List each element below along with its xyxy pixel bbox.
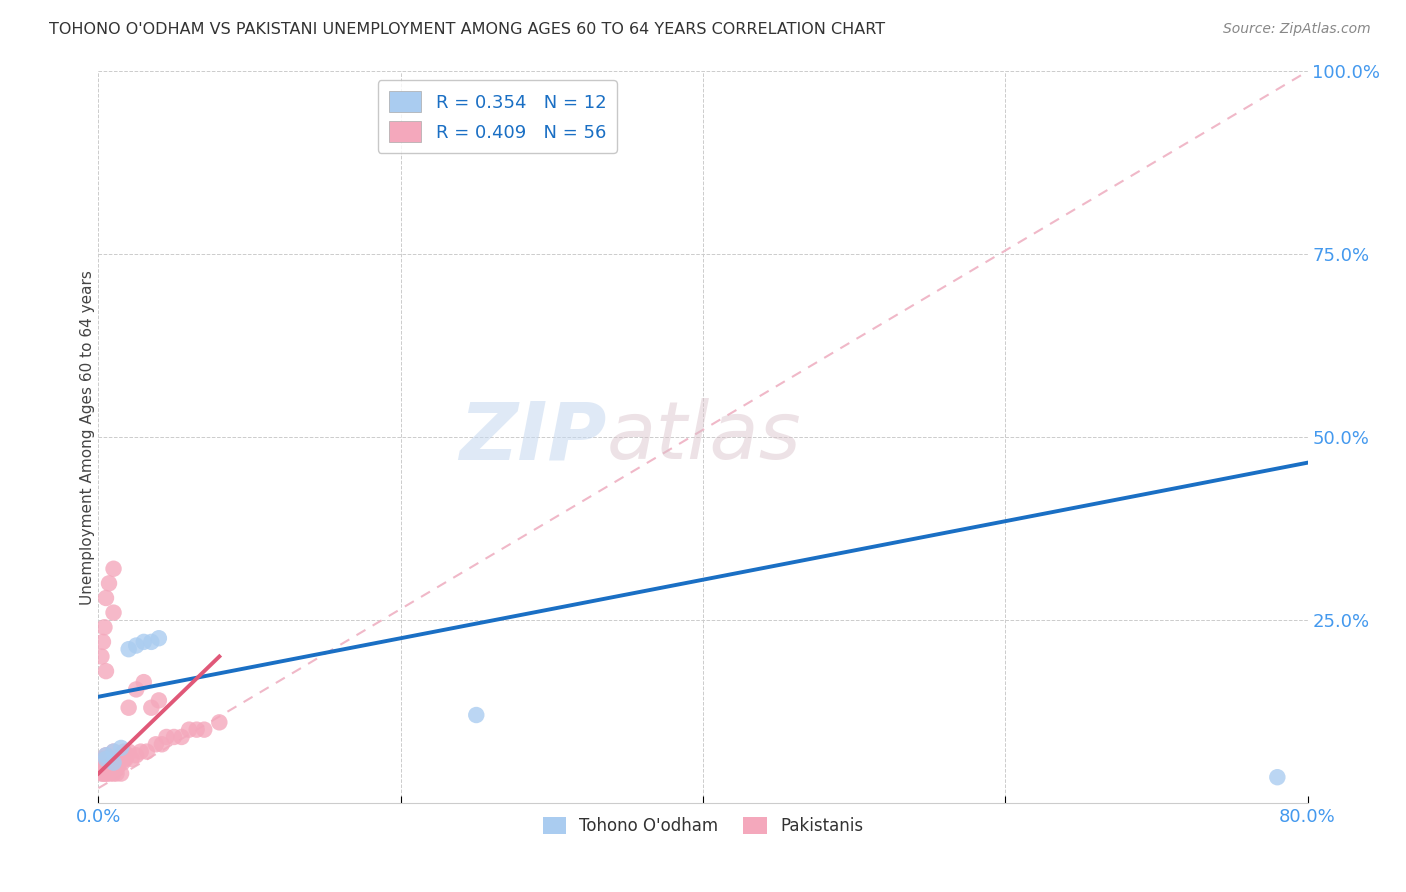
Point xyxy=(91,766,114,780)
Point xyxy=(125,682,148,697)
Point xyxy=(121,752,143,766)
Point xyxy=(93,759,115,773)
Point xyxy=(125,639,148,653)
Point xyxy=(132,675,155,690)
Point xyxy=(107,759,129,773)
Point xyxy=(1267,770,1289,784)
Point xyxy=(110,740,132,755)
Point xyxy=(110,748,132,763)
Point xyxy=(90,759,112,773)
Point xyxy=(94,748,117,763)
Text: Source: ZipAtlas.com: Source: ZipAtlas.com xyxy=(1223,22,1371,37)
Point xyxy=(108,752,131,766)
Point xyxy=(93,620,115,634)
Point xyxy=(148,632,170,646)
Y-axis label: Unemployment Among Ages 60 to 64 years: Unemployment Among Ages 60 to 64 years xyxy=(80,269,94,605)
Point xyxy=(163,730,186,744)
Point xyxy=(115,748,138,763)
Point xyxy=(145,737,167,751)
Point xyxy=(111,756,134,770)
Point xyxy=(94,591,117,605)
Point xyxy=(155,730,177,744)
Point xyxy=(103,766,125,780)
Point xyxy=(90,649,112,664)
Point xyxy=(100,766,122,780)
Point xyxy=(103,745,125,759)
Point xyxy=(118,700,141,714)
Point xyxy=(112,745,135,759)
Point xyxy=(186,723,208,737)
Point xyxy=(98,752,121,766)
Point xyxy=(179,723,201,737)
Point xyxy=(103,562,125,576)
Point xyxy=(105,766,128,780)
Point xyxy=(141,700,163,714)
Text: TOHONO O'ODHAM VS PAKISTANI UNEMPLOYMENT AMONG AGES 60 TO 64 YEARS CORRELATION C: TOHONO O'ODHAM VS PAKISTANI UNEMPLOYMENT… xyxy=(49,22,886,37)
Point xyxy=(94,664,117,678)
Point xyxy=(96,766,118,780)
Point xyxy=(98,759,121,773)
Legend: Tohono O'odham, Pakistanis: Tohono O'odham, Pakistanis xyxy=(536,811,870,842)
Point xyxy=(193,723,215,737)
Point xyxy=(150,737,173,751)
Point xyxy=(114,752,136,766)
Point xyxy=(141,635,163,649)
Point xyxy=(148,693,170,707)
Point xyxy=(208,715,231,730)
Point xyxy=(91,635,114,649)
Point xyxy=(94,752,117,766)
Point xyxy=(91,752,114,766)
Point xyxy=(90,766,112,780)
Point xyxy=(101,759,124,773)
Point xyxy=(129,745,152,759)
Point xyxy=(132,635,155,649)
Point xyxy=(105,752,128,766)
Point xyxy=(110,766,132,780)
Point xyxy=(98,576,121,591)
Point xyxy=(170,730,193,744)
Text: ZIP: ZIP xyxy=(458,398,606,476)
Point xyxy=(118,745,141,759)
Point xyxy=(125,748,148,763)
Point xyxy=(103,756,125,770)
Point xyxy=(103,606,125,620)
Point xyxy=(103,745,125,759)
Point xyxy=(93,766,115,780)
Point xyxy=(100,752,122,766)
Point xyxy=(135,745,157,759)
Point xyxy=(118,642,141,657)
Point xyxy=(94,759,117,773)
Point xyxy=(465,708,488,723)
Point xyxy=(94,766,117,780)
Point xyxy=(91,759,114,773)
Point xyxy=(103,756,125,770)
Point xyxy=(94,748,117,763)
Text: atlas: atlas xyxy=(606,398,801,476)
